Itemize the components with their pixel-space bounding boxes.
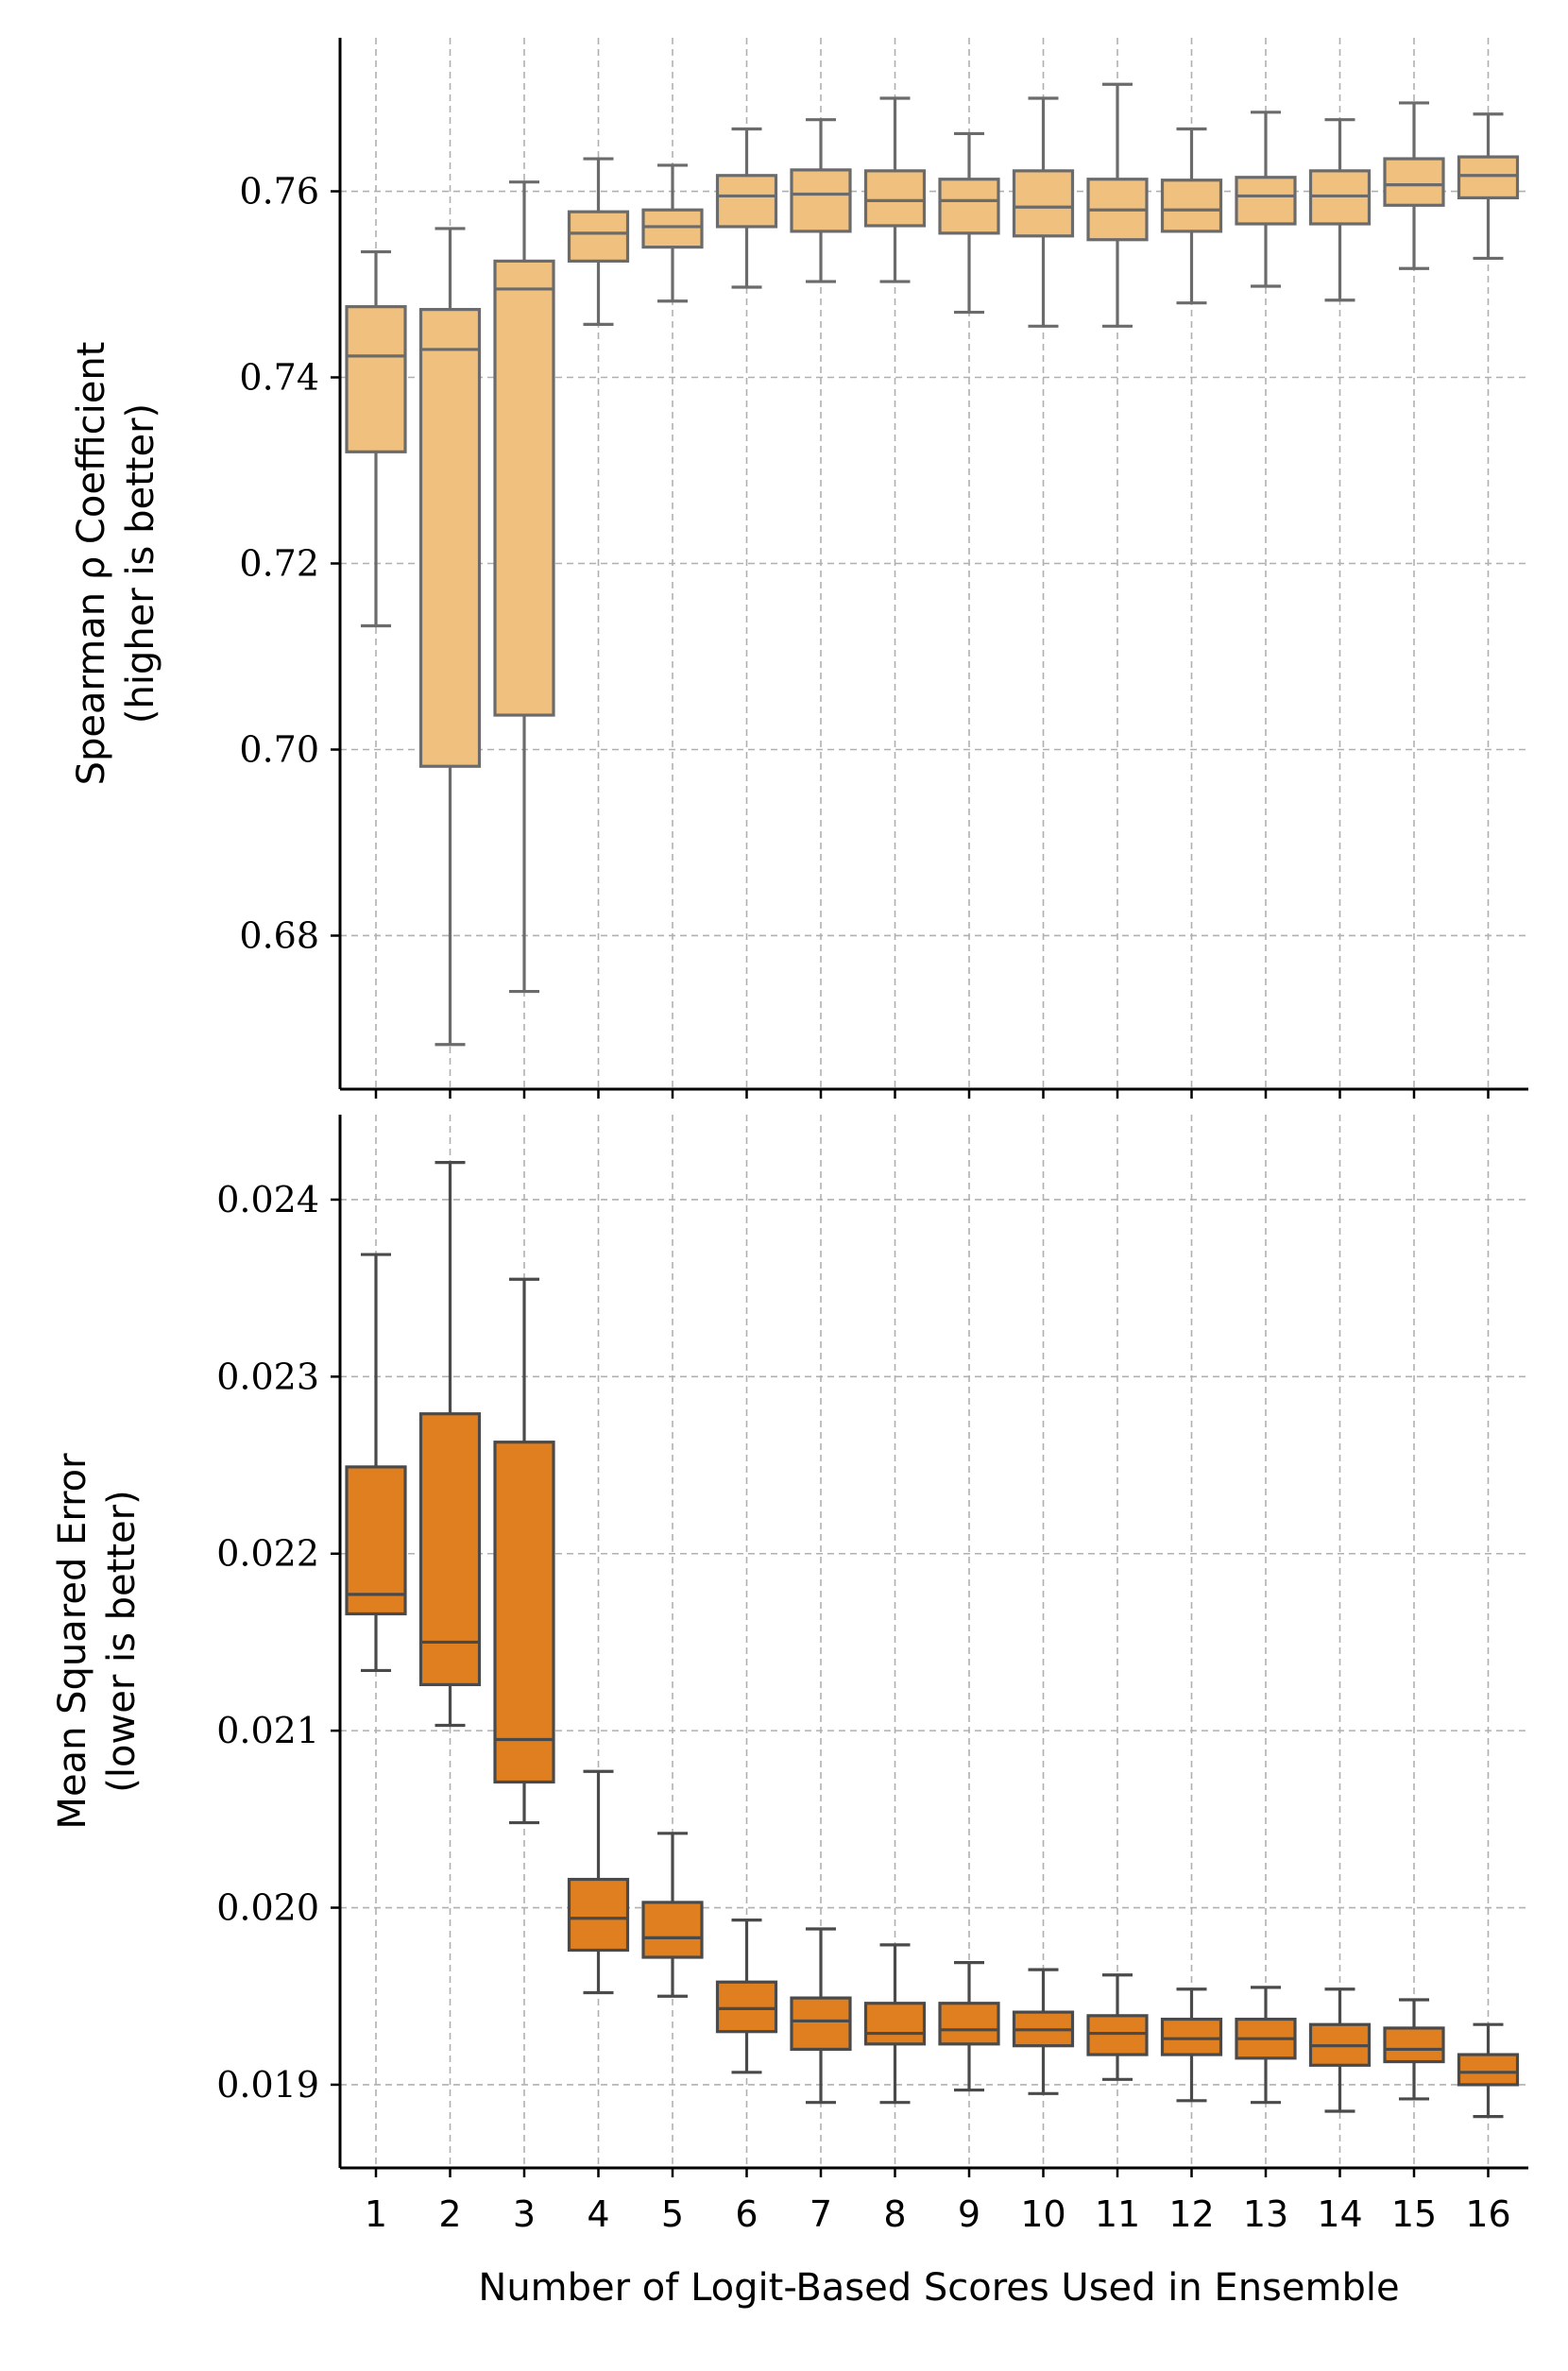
iqr-box	[1457, 2053, 1520, 2087]
mse-box-11	[1086, 1973, 1149, 2081]
spearman-box-2	[418, 227, 482, 1047]
spearman-box-9	[938, 131, 1000, 315]
iqr-box	[863, 169, 927, 228]
iqr-box	[1457, 155, 1520, 200]
iqr-box	[1383, 157, 1445, 207]
spearman-box-11	[1086, 82, 1149, 328]
mse-xtick-label-13: 13	[1243, 2193, 1288, 2235]
spearman-ytick-label: 0.76	[239, 171, 319, 213]
mse-xtick-label-6: 6	[735, 2193, 758, 2235]
spearman-ylabel-line2: (higher is better)	[119, 403, 162, 724]
spearman-ytick-label: 0.74	[239, 357, 319, 399]
spearman-box-4	[567, 157, 630, 326]
spearman-box-8	[863, 96, 927, 283]
mse-box-3	[493, 1277, 555, 1825]
spearman-box-1	[345, 249, 407, 628]
spearman-box-12	[1160, 127, 1223, 305]
mse-xtick-label-16: 16	[1465, 2193, 1510, 2235]
mse-xtick-label-8: 8	[883, 2193, 906, 2235]
mse-xtick-label-2: 2	[438, 2193, 461, 2235]
spearman-ytick-label: 0.70	[239, 728, 319, 770]
spearman-box-15	[1383, 101, 1445, 270]
iqr-box	[1383, 2026, 1445, 2064]
iqr-box	[1235, 176, 1297, 226]
mse-box-16	[1457, 2022, 1520, 2119]
iqr-box	[790, 1996, 852, 2052]
iqr-box	[938, 2002, 1000, 2046]
mse-xtick-label-12: 12	[1168, 2193, 1214, 2235]
mse-box-9	[938, 1961, 1000, 2092]
mse-xtick-label-14: 14	[1317, 2193, 1362, 2235]
iqr-box	[938, 178, 1000, 235]
spearman-ytick-label: 0.72	[239, 543, 319, 585]
mse-ytick-label: 0.021	[216, 1710, 319, 1751]
mse-box-4	[567, 1769, 630, 1995]
mse-box-6	[715, 1919, 778, 2074]
mse-xtick-label-11: 11	[1095, 2193, 1140, 2235]
spearman-box-16	[1457, 112, 1520, 261]
mse-ytick-label: 0.022	[216, 1533, 319, 1575]
spearman-box-7	[790, 118, 852, 283]
iqr-box	[493, 1441, 555, 1784]
iqr-box	[567, 1877, 630, 1953]
iqr-box	[345, 305, 407, 453]
mse-box-5	[641, 1832, 704, 1998]
mse-xtick-label-5: 5	[661, 2193, 684, 2235]
iqr-box	[493, 259, 555, 717]
iqr-box	[1160, 179, 1223, 233]
mse-box-12	[1160, 1987, 1223, 2103]
mse-xtick-label-4: 4	[587, 2193, 609, 2235]
mse-box-1	[345, 1253, 407, 1673]
mse-xtick-label-7: 7	[810, 2193, 832, 2235]
spearman-ytick-label: 0.68	[239, 914, 319, 956]
spearman-ylabel-line1: Spearman ρ Coefficient	[70, 342, 113, 786]
mse-ytick-label: 0.019	[216, 2064, 319, 2106]
iqr-box	[1160, 2017, 1223, 2056]
mse-ytick-label: 0.023	[216, 1356, 319, 1397]
iqr-box	[641, 208, 704, 249]
mse-xlabel: Number of Logit-Based Scores Used in Ens…	[478, 2266, 1399, 2310]
iqr-box	[641, 1901, 704, 1959]
iqr-box	[715, 1980, 778, 2034]
mse-ylabel-line2: (lower is better)	[100, 1490, 144, 1792]
mse-box-8	[863, 1943, 927, 2105]
iqr-box	[863, 2002, 927, 2046]
iqr-box	[1086, 2014, 1149, 2056]
iqr-box	[790, 168, 852, 233]
mse-xtick-label-15: 15	[1391, 2193, 1437, 2235]
spearman-box-3	[493, 180, 555, 994]
mse-box-2	[418, 1160, 482, 1728]
mse-box-14	[1308, 1987, 1372, 2113]
mse-xtick-label-9: 9	[958, 2193, 980, 2235]
spearman-box-13	[1235, 111, 1297, 288]
iqr-box	[418, 1412, 482, 1687]
mse-box-15	[1383, 1998, 1445, 2101]
mse-ytick-label: 0.024	[216, 1179, 319, 1220]
mse-xtick-label-1: 1	[365, 2193, 387, 2235]
spearman-box-6	[715, 127, 778, 289]
mse-box-10	[1012, 1968, 1075, 2095]
mse-box-13	[1235, 1986, 1297, 2105]
spearman-box-5	[641, 163, 704, 303]
iqr-box	[1012, 169, 1075, 238]
mse-xtick-label-10: 10	[1020, 2193, 1065, 2235]
iqr-box	[345, 1465, 407, 1616]
mse-box-7	[790, 1927, 852, 2105]
iqr-box	[567, 210, 630, 263]
iqr-box	[715, 174, 778, 229]
mse-ylabel-line1: Mean Squared Error	[51, 1453, 94, 1830]
spearman-box-10	[1012, 96, 1075, 328]
spearman-box-14	[1308, 118, 1372, 302]
iqr-box	[418, 308, 482, 768]
mse-xtick-label-3: 3	[513, 2193, 536, 2235]
spearman-panel: 0.68 0.70 0.72 0.74 0.76 Spearman ρ Coefficie…	[70, 38, 1528, 1099]
mse-ytick-label: 0.020	[216, 1887, 319, 1929]
